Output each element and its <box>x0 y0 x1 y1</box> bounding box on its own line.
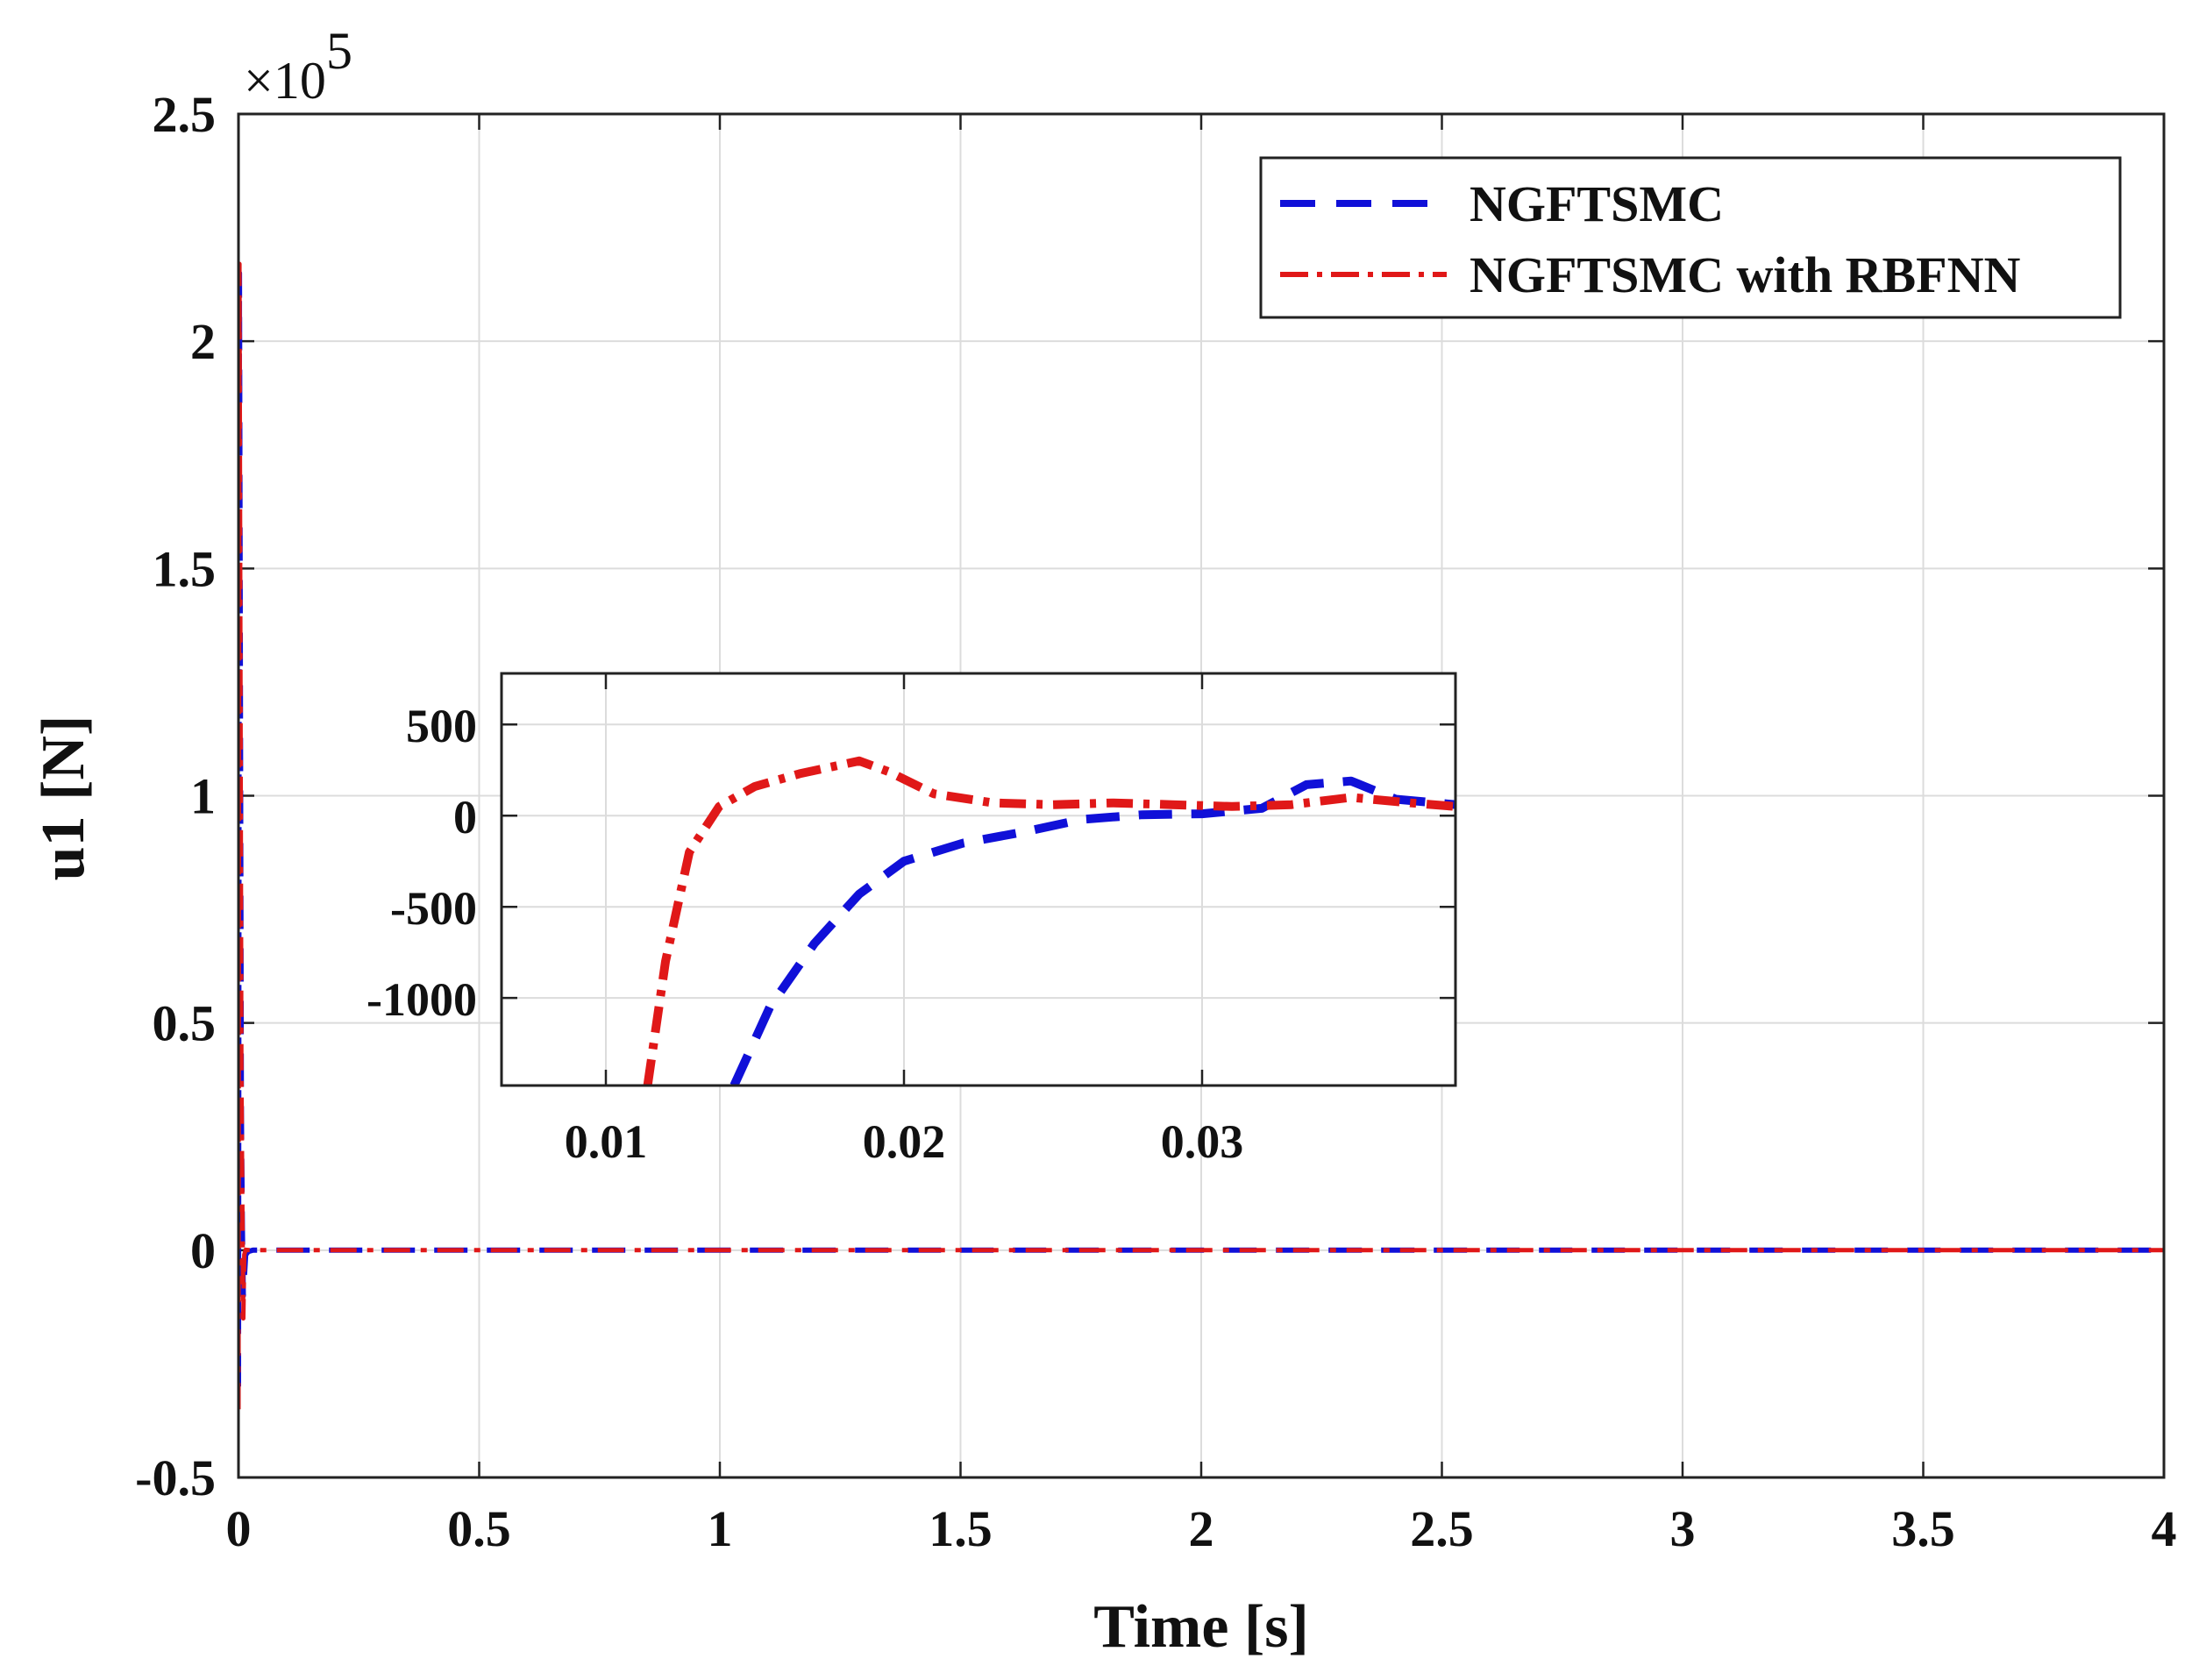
main-x-tick-label: 2.5 <box>1410 1500 1474 1557</box>
y-exponent-power: 5 <box>326 22 352 80</box>
inset-series-ngftsmc-rbfnn <box>643 756 1455 1086</box>
main-x-tick-label: 0 <box>226 1500 252 1557</box>
inset-series-group <box>643 756 1455 1086</box>
main-y-tick-label: 1 <box>190 768 216 825</box>
main-y-tick-label: 0 <box>190 1222 216 1279</box>
x-axis-label: Time [s] <box>1093 1593 1309 1661</box>
main-y-tick-label: 2.5 <box>153 86 217 143</box>
inset-x-tick-label: 0.02 <box>863 1115 946 1168</box>
main-axes-box <box>237 112 2166 1479</box>
main-series-ngftsmc-rbfnn <box>238 261 2164 1410</box>
legend: NGFTSMC NGFTSMC with RBFNN <box>1259 156 2122 319</box>
inset-series-ngftsmc <box>729 776 1455 1086</box>
main-x-tick-label: 3.5 <box>1891 1500 1955 1557</box>
inset-y-tick-label: 500 <box>406 700 477 752</box>
main-y-tick-label: 1.5 <box>153 540 217 597</box>
inset-y-tick-label: -500 <box>390 882 477 935</box>
inset-x-tick-label: 0.03 <box>1161 1115 1244 1168</box>
inset-tick-marks <box>502 673 1455 1086</box>
main-x-tick-label: 1.5 <box>929 1500 993 1557</box>
y-axis-label: u1 [N] <box>30 715 97 881</box>
main-x-tick-label: 1 <box>708 1500 733 1557</box>
legend-label-ngftsmc: NGFTSMC <box>1470 175 1724 232</box>
inset-grid <box>502 673 1455 1086</box>
main-x-tick-label: 4 <box>2152 1500 2177 1557</box>
inset-x-tick-labels: 0.01 0.02 0.03 <box>565 1115 1244 1168</box>
main-x-tick-label: 3 <box>1670 1500 1696 1557</box>
main-series-group <box>238 261 2164 1410</box>
main-x-tick-labels: 0 0.5 1 1.5 2 2.5 3 3.5 4 <box>226 1500 2177 1557</box>
main-y-tick-label: 0.5 <box>153 995 217 1052</box>
inset-y-tick-label: 0 <box>453 791 477 844</box>
y-exponent-base: ×10 <box>244 52 326 110</box>
inset-y-tick-labels: -1000 -500 0 500 <box>366 700 477 1026</box>
inset-axes-box <box>500 672 1457 1087</box>
main-y-tick-label: -0.5 <box>135 1449 216 1506</box>
inset-plot-area <box>502 673 1455 1086</box>
legend-box <box>1259 156 2122 319</box>
legend-label-ngftsmc-rbfnn: NGFTSMC with RBFNN <box>1470 246 2020 303</box>
inset-x-tick-label: 0.01 <box>565 1115 648 1168</box>
main-y-tick-label: 2 <box>190 313 216 370</box>
inset-y-tick-label: -1000 <box>366 973 477 1026</box>
main-y-tick-labels: -0.5 0 0.5 1 1.5 2 2.5 <box>135 86 216 1506</box>
main-x-tick-label: 2 <box>1189 1500 1214 1557</box>
main-x-tick-label: 0.5 <box>447 1500 511 1557</box>
